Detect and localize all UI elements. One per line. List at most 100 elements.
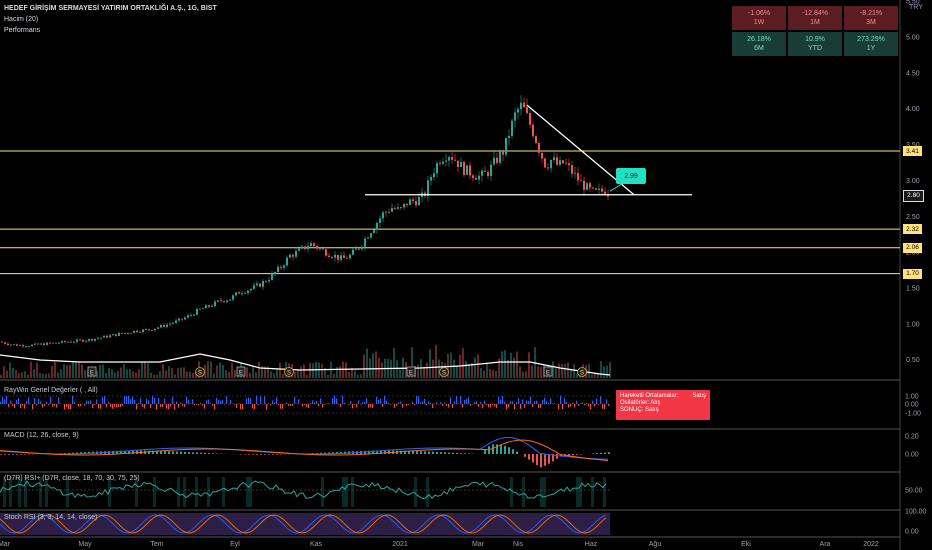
macd-histogram-bar: [248, 454, 250, 455]
candle-body: [586, 183, 588, 190]
candle-body: [367, 237, 369, 239]
raywin-bar: [14, 404, 16, 409]
stoch-rsi-indicator-label[interactable]: Stoch RSI (3, 3, 14, 14, close): [4, 514, 98, 521]
volume-bar: [135, 372, 137, 378]
raywin-bar: [428, 401, 430, 404]
time-tick-label: Ara: [820, 541, 831, 548]
candle-body: [76, 339, 78, 342]
rsi-zone-band: [222, 477, 225, 507]
raywin-bar: [402, 404, 404, 408]
volume-bar: [501, 351, 503, 378]
volume-bar: [216, 365, 218, 378]
raywin-indicator-label[interactable]: RayWin Genel Değerler ( , All): [4, 387, 98, 394]
raywin-bar: [352, 404, 354, 409]
candle-body: [91, 339, 93, 341]
raywin-bar: [26, 401, 28, 404]
candle-body: [223, 301, 225, 302]
raywin-bar: [220, 400, 222, 404]
rsi-indicator-label[interactable]: (D7R) RSI+ (D7R, close, 18, 70, 30, 75, …: [4, 475, 140, 482]
raywin-bar: [264, 396, 266, 404]
raywin-bar: [276, 397, 278, 404]
macd-histogram-bar: [20, 454, 22, 455]
raywin-bar: [94, 404, 96, 405]
candle-body: [607, 194, 609, 197]
macd-histogram-bar: [80, 452, 82, 454]
volume-bar: [294, 371, 296, 378]
macd-histogram-bar: [408, 450, 410, 454]
rsi-zone-band: [177, 477, 180, 507]
candle-body: [82, 339, 84, 342]
performance-label[interactable]: Performans: [4, 27, 41, 34]
rsi-zone-band: [66, 477, 69, 507]
volume-bar: [111, 369, 113, 378]
candle-body: [118, 333, 120, 336]
event-marker-label: S: [198, 371, 202, 377]
event-marker-label: S: [442, 371, 446, 377]
oscillator-signal-value: Alış: [650, 400, 661, 406]
candle-body: [58, 342, 60, 344]
candle-body: [97, 338, 99, 339]
volume-bar: [120, 367, 122, 378]
raywin-bar: [52, 404, 54, 407]
candle-body: [142, 329, 144, 333]
raywin-bar: [368, 404, 370, 408]
raywin-bar: [294, 396, 296, 404]
price-callout[interactable]: 2.99: [616, 168, 646, 184]
volume-bar: [303, 364, 305, 378]
performance-cell-3m: -8.21% 3M: [844, 6, 898, 30]
raywin-bar: [534, 401, 536, 404]
volume-bar: [162, 364, 164, 378]
raywin-bar: [436, 402, 438, 404]
volume-bar: [426, 362, 428, 378]
volume-bar: [324, 367, 326, 378]
volume-bar: [246, 367, 248, 378]
candle-body: [415, 201, 417, 206]
volume-bar: [357, 374, 359, 378]
raywin-bar: [468, 397, 470, 404]
raywin-bar: [602, 404, 604, 409]
raywin-bar: [582, 402, 584, 404]
macd-histogram-bar: [172, 451, 174, 454]
candle-body: [340, 255, 342, 260]
raywin-bar: [194, 404, 196, 406]
candle-body: [88, 339, 90, 341]
volume-bar: [465, 360, 467, 378]
raywin-bar: [334, 395, 336, 404]
raywin-bar: [74, 402, 76, 404]
raywin-bar: [80, 404, 82, 407]
candle-body: [184, 317, 186, 320]
candle-body: [190, 314, 192, 316]
candle-body: [139, 332, 141, 333]
macd-histogram-bar: [544, 454, 546, 466]
volume-bar: [45, 374, 47, 378]
price-tick-label: 4.50: [906, 70, 920, 77]
macd-histogram-bar: [164, 451, 166, 454]
macd-histogram-bar: [260, 454, 262, 455]
candle-body: [478, 175, 480, 180]
price-tag: 3.41: [903, 146, 922, 157]
raywin-bar: [486, 404, 488, 405]
candle-body: [49, 342, 51, 344]
raywin-bar: [496, 404, 498, 408]
raywin-bar: [298, 399, 300, 404]
raywin-bar: [16, 399, 18, 404]
raywin-bar: [376, 396, 378, 404]
candle-body: [181, 318, 183, 320]
volume-bar: [168, 366, 170, 378]
candle-body: [25, 346, 27, 348]
macd-histogram-bar: [432, 451, 434, 454]
raywin-bar: [206, 400, 208, 404]
macd-histogram-bar: [320, 452, 322, 454]
macd-indicator-label[interactable]: MACD (12, 26, close, 9): [4, 432, 79, 439]
symbol-title[interactable]: HEDEF GİRİŞİM SERMAYESİ YATIRIM ORTAKLIĞ…: [4, 5, 217, 12]
candle-body: [595, 188, 597, 190]
candle-body: [343, 255, 345, 258]
raywin-bar: [136, 404, 138, 410]
raywin-bar: [354, 404, 356, 405]
candle-body: [436, 163, 438, 174]
volume-bar: [3, 366, 5, 378]
candle-body: [334, 254, 336, 258]
raywin-bar: [124, 396, 126, 404]
volume-indicator-label[interactable]: Hacim (20): [4, 16, 39, 23]
macd-histogram-bar: [160, 450, 162, 454]
